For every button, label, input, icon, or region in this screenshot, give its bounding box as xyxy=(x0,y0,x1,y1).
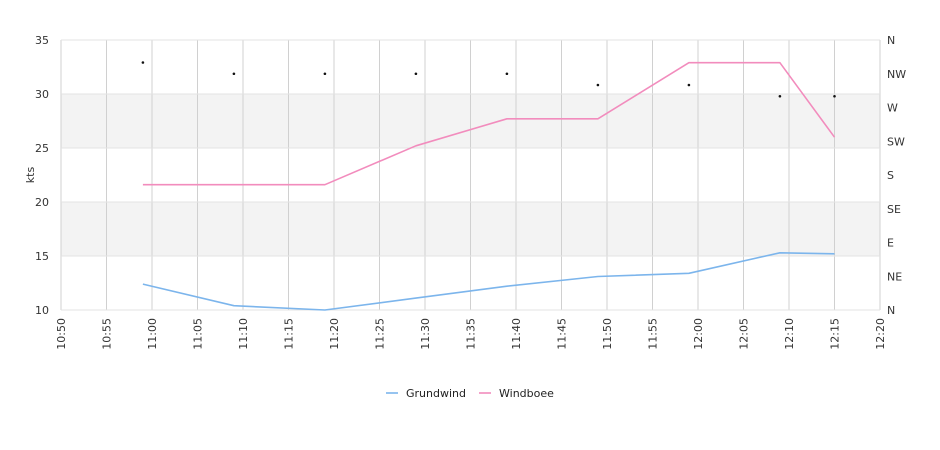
x-tick-label: 11:20 xyxy=(328,318,341,350)
direction-point xyxy=(596,83,600,87)
x-tick-label: 12:20 xyxy=(874,318,887,350)
x-tick-label: 11:00 xyxy=(146,318,159,350)
x-tick-label: 12:10 xyxy=(783,318,796,350)
y2-tick-label: N xyxy=(887,304,895,317)
x-tick-label: 11:15 xyxy=(283,318,296,350)
x-axis-ticks: 10:50 10:55 11:00 11:05 11:10 11:15 11:20 11:25… xyxy=(55,318,887,350)
y2-tick-label: NE xyxy=(887,270,902,283)
direction-point xyxy=(141,61,145,64)
y-gridlines xyxy=(61,39,880,311)
y2-tick-label: S xyxy=(887,169,894,182)
direction-point xyxy=(232,72,236,76)
series-line-grundwind xyxy=(142,252,835,311)
legend-item-grundwind[interactable]: Grundwind xyxy=(386,387,466,400)
direction-point xyxy=(833,94,836,98)
direction-point xyxy=(687,83,691,87)
y-tick-label: 25 xyxy=(35,142,49,155)
x-tick-label: 11:25 xyxy=(374,318,387,350)
x-gridlines xyxy=(60,40,881,310)
y2-tick-label: W xyxy=(887,102,898,115)
y-tick-label: 15 xyxy=(35,250,49,263)
legend-item-windboee[interactable]: Windboee xyxy=(479,387,554,400)
series-lines xyxy=(142,61,836,311)
x-tick-label: 12:00 xyxy=(692,318,705,350)
y2-axis-ticks: N NE E SE S SW W NW N xyxy=(887,34,906,317)
x-tick-label: 10:55 xyxy=(101,318,114,350)
legend-label: Grundwind xyxy=(406,387,466,400)
y-tick-label: 20 xyxy=(35,196,49,209)
legend-label: Windboee xyxy=(499,387,554,400)
x-tick-label: 11:35 xyxy=(465,318,478,350)
y2-tick-label: N xyxy=(887,34,895,47)
y-axis-label: kts xyxy=(24,167,37,184)
x-tick-label: 11:10 xyxy=(237,318,250,350)
y2-tick-label: NW xyxy=(887,68,906,81)
y-tick-label: 30 xyxy=(35,88,49,101)
direction-point xyxy=(778,94,782,98)
x-tick-label: 11:45 xyxy=(556,318,569,350)
y-tick-label: 35 xyxy=(35,34,49,47)
x-tick-label: 11:55 xyxy=(647,318,660,350)
x-tick-label: 11:05 xyxy=(192,318,205,350)
y2-tick-label: SE xyxy=(887,203,901,216)
series-line-windboee xyxy=(142,61,836,186)
y2-tick-label: E xyxy=(887,237,894,250)
x-tick-label: 12:15 xyxy=(829,318,842,350)
x-tick-label: 11:50 xyxy=(601,318,614,350)
x-tick-label: 12:05 xyxy=(738,318,751,350)
direction-point xyxy=(323,72,327,76)
direction-points xyxy=(141,61,836,98)
direction-point xyxy=(414,72,418,76)
x-tick-label: 11:40 xyxy=(510,318,523,350)
direction-point xyxy=(505,72,509,76)
y2-tick-label: SW xyxy=(887,135,905,148)
x-tick-label: 10:50 xyxy=(55,318,68,350)
x-tick-label: 11:30 xyxy=(419,318,432,350)
y-axis-ticks: 10 15 20 25 30 35 xyxy=(35,34,49,317)
y-tick-label: 10 xyxy=(35,304,49,317)
legend[interactable]: Grundwind Windboee xyxy=(386,387,554,400)
